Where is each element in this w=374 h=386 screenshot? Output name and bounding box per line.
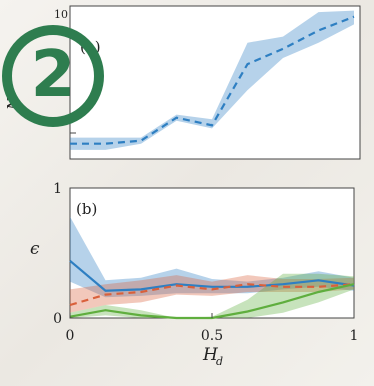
panel-b-xtick-label-2: 1 xyxy=(350,328,359,344)
number-badge: 2 xyxy=(2,25,104,127)
panel-a-lines xyxy=(69,15,355,145)
badge-ring xyxy=(2,25,104,127)
panel-b-series-0-band xyxy=(70,216,354,298)
panel-b-ytick-label-1: 1 xyxy=(53,181,62,197)
panel-a-frame xyxy=(69,5,361,160)
badge-number: 2 xyxy=(31,38,76,112)
panel-a-bands xyxy=(70,10,354,150)
panel-b: 0 0.5 1 0 1 (b) ϵ H d xyxy=(30,181,358,368)
panel-b-xtick-label-0: 0 xyxy=(66,328,75,344)
panel-b-xtick-label-1: 0.5 xyxy=(201,328,223,344)
panel-b-xlabel-sub: d xyxy=(216,355,223,368)
panel-b-xlabel-main: H xyxy=(202,345,219,365)
panel-b-label: (b) xyxy=(76,200,97,218)
panel-b-ytick-label-0: 0 xyxy=(53,311,62,327)
panel-b-xlabel: H d xyxy=(202,345,223,368)
panel-a-series-0-band xyxy=(70,10,354,150)
panel-b-ylabel: ϵ xyxy=(30,239,40,259)
panel-b-ticks: 0 0.5 1 0 1 xyxy=(53,181,358,344)
panel-a: (a) 10 N xyxy=(4,5,361,160)
panel-a-ytick-top: 10 xyxy=(54,8,68,21)
